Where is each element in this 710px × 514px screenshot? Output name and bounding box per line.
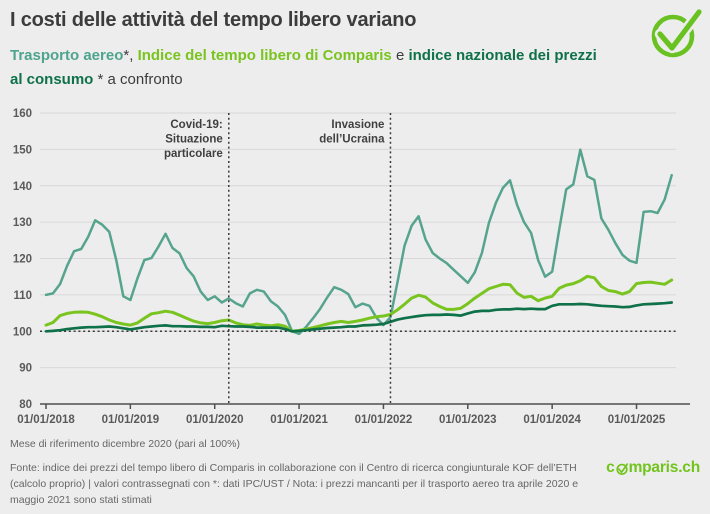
x-tick-label: 01/01/2023 [439, 414, 497, 426]
chart-subtitle: Trasporto aereo*, Indice del tempo liber… [10, 44, 610, 92]
x-tick-label: 01/01/2018 [17, 414, 75, 426]
page-title: I costi delle attività del tempo libero … [10, 9, 417, 31]
y-tick-label: 120 [13, 254, 32, 266]
annotation-label: Situazione [165, 134, 223, 146]
subtitle-part: e [391, 47, 409, 64]
y-tick-label: 90 [19, 363, 32, 375]
wordmark-o-check-icon [615, 462, 628, 475]
y-tick-label: 80 [19, 399, 32, 411]
series-indice-del-tempo-libero-di-comparis [44, 274, 674, 333]
source-note: Fonte: indice dei prezzi del tempo liber… [10, 462, 579, 506]
y-tick-label: 130 [13, 217, 32, 229]
subtitle-part: *, [123, 47, 138, 64]
y-tick-label: 150 [13, 144, 32, 156]
annotation-label: Covid-19: [170, 119, 222, 131]
x-tick-label: 01/01/2021 [270, 414, 328, 426]
y-tick-label: 100 [13, 326, 32, 338]
subtitle-part: Trasporto aereo [10, 47, 124, 64]
reference-note: Mese di riferimento dicembre 2020 (pari … [10, 438, 240, 450]
wordmark-prefix: c [606, 459, 615, 476]
annotation-label: dell’Ucraina [319, 134, 385, 146]
subtitle-part: * a confronto [93, 71, 183, 88]
y-tick-label: 140 [13, 181, 32, 193]
annotation-label: particolare [164, 148, 223, 160]
annotation-label: Invasione [331, 119, 384, 131]
comparis-check-icon [651, 6, 704, 58]
x-tick-label: 01/01/2024 [523, 414, 581, 426]
series-indice-nazionale-dei-prezzi-al-consumo [44, 301, 674, 333]
series-trasporto-aereo [44, 148, 673, 336]
y-tick-label: 160 [13, 108, 32, 120]
wordmark-suffix: mparis.ch [628, 459, 701, 476]
x-tick-label: 01/01/2019 [102, 414, 160, 426]
x-tick-label: 01/01/2025 [608, 414, 666, 426]
subtitle-part: Indice del tempo libero di Comparis [137, 47, 392, 64]
subtitle-part: indice nazionale dei prezzi al consumo [10, 47, 597, 88]
comparis-wordmark: c mparis.ch [606, 459, 700, 477]
x-tick-label: 01/01/2020 [186, 414, 244, 426]
y-tick-label: 110 [13, 290, 32, 302]
x-tick-label: 01/01/2022 [355, 414, 413, 426]
